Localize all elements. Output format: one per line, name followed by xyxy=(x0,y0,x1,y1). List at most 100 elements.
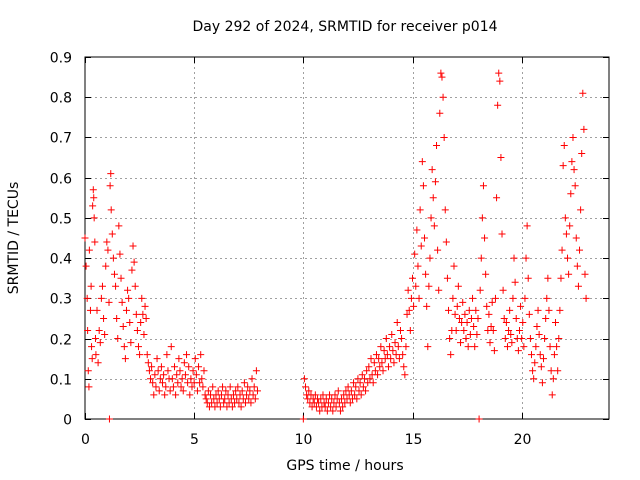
data-point xyxy=(507,331,515,339)
data-point xyxy=(191,355,199,363)
data-point xyxy=(184,379,192,387)
data-point xyxy=(178,375,186,383)
data-point xyxy=(540,355,547,363)
data-point xyxy=(81,234,89,242)
data-point xyxy=(467,314,475,322)
data-point xyxy=(354,375,362,383)
y-tick-label: 0.2 xyxy=(50,333,72,349)
y-axis-label: SRMTID / TECUs xyxy=(6,182,22,295)
data-point xyxy=(311,391,319,399)
axis-ticks xyxy=(85,57,609,420)
data-point xyxy=(527,351,535,359)
data-point xyxy=(226,383,234,391)
data-point xyxy=(415,294,423,302)
data-point xyxy=(168,375,176,383)
data-point xyxy=(86,306,94,314)
data-point xyxy=(102,262,110,270)
data-point xyxy=(496,77,504,85)
data-point xyxy=(463,318,471,326)
data-point xyxy=(441,206,449,214)
data-point xyxy=(376,363,384,371)
data-point xyxy=(98,282,106,290)
data-point xyxy=(443,274,451,282)
data-point xyxy=(369,379,377,387)
data-point xyxy=(299,415,307,423)
data-point xyxy=(346,399,354,407)
data-point xyxy=(580,125,588,133)
data-point xyxy=(186,391,194,399)
data-point xyxy=(85,383,93,391)
data-point xyxy=(169,383,177,391)
y-tick-labels: 0 0.1 0.2 0.3 0.4 0.5 0.6 0.7 0.8 0.9 xyxy=(50,51,72,429)
data-point xyxy=(578,150,586,158)
data-point xyxy=(100,314,108,322)
data-point xyxy=(143,351,151,359)
data-point xyxy=(193,387,201,395)
data-point xyxy=(88,343,96,351)
data-point xyxy=(180,359,188,367)
data-point xyxy=(403,310,411,318)
data-point xyxy=(113,314,121,322)
data-point xyxy=(161,391,169,399)
data-point xyxy=(475,415,483,423)
data-point xyxy=(394,343,402,351)
data-point xyxy=(131,282,139,290)
x-tick-label: 5 xyxy=(190,432,199,448)
y-tick-label: 0.7 xyxy=(50,131,72,147)
data-point xyxy=(213,399,221,407)
data-point xyxy=(517,302,525,310)
data-point xyxy=(518,335,526,343)
data-point xyxy=(116,250,124,258)
data-point xyxy=(569,133,577,141)
data-point xyxy=(438,73,446,81)
data-point xyxy=(164,367,172,375)
data-point xyxy=(537,363,545,371)
data-point xyxy=(160,371,168,379)
data-point xyxy=(371,367,379,375)
data-point xyxy=(217,391,225,399)
data-point xyxy=(437,69,445,77)
data-point xyxy=(358,371,366,379)
data-point xyxy=(465,306,473,314)
data-point xyxy=(249,391,257,399)
data-point xyxy=(244,383,252,391)
data-point xyxy=(132,310,140,318)
data-point xyxy=(485,310,493,318)
data-point xyxy=(177,383,185,391)
data-point xyxy=(464,343,472,351)
data-point xyxy=(110,270,118,278)
data-point xyxy=(353,395,361,403)
data-point xyxy=(141,302,149,310)
data-point xyxy=(149,379,157,387)
data-point xyxy=(367,355,375,363)
data-point xyxy=(139,310,147,318)
y-tick-label: 0.6 xyxy=(50,172,72,188)
data-point xyxy=(561,214,569,222)
data-point xyxy=(85,246,93,254)
data-point xyxy=(253,387,261,395)
data-point xyxy=(142,314,150,322)
data-point xyxy=(412,282,420,290)
data-point xyxy=(542,314,550,322)
data-point xyxy=(451,310,459,318)
data-point xyxy=(144,359,152,367)
data-point xyxy=(470,322,478,330)
data-point xyxy=(166,387,174,395)
data-point xyxy=(536,351,544,359)
data-point xyxy=(216,403,224,411)
data-point xyxy=(455,314,463,322)
data-point xyxy=(555,335,563,343)
data-point xyxy=(474,314,482,322)
data-point xyxy=(117,274,125,282)
data-point xyxy=(503,343,511,351)
data-point xyxy=(172,391,180,399)
data-point xyxy=(436,109,444,117)
data-point xyxy=(388,331,396,339)
data-point xyxy=(133,327,141,335)
data-point xyxy=(380,347,388,355)
data-point xyxy=(316,407,324,415)
data-point xyxy=(488,298,496,306)
data-point xyxy=(571,182,579,190)
data-point xyxy=(556,306,564,314)
data-point xyxy=(553,343,561,351)
